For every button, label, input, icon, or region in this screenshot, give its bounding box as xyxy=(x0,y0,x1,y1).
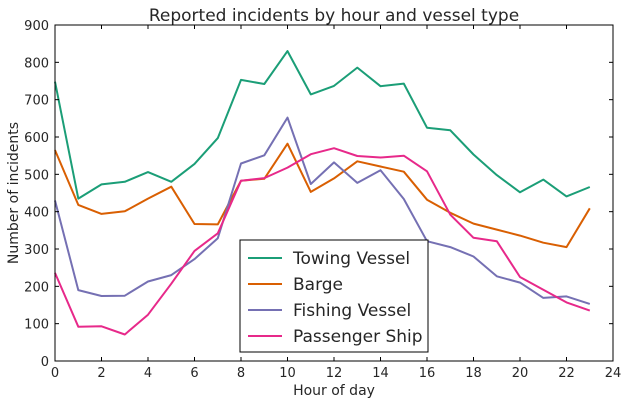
x-tick-label: 0 xyxy=(51,366,59,381)
y-tick-label: 400 xyxy=(24,206,49,221)
legend-label-3: Passenger Ship xyxy=(293,327,423,347)
x-tick-label: 20 xyxy=(512,366,529,381)
y-tick-label: 200 xyxy=(24,280,49,295)
x-axis-label: Hour of day xyxy=(293,383,375,399)
y-tick-label: 500 xyxy=(24,168,49,183)
plot-area xyxy=(54,50,591,336)
chart-title: Reported incidents by hour and vessel ty… xyxy=(149,6,519,26)
y-tick-label: 700 xyxy=(24,94,49,109)
series-line-0 xyxy=(54,50,591,200)
x-tick-label: 24 xyxy=(605,366,622,381)
series-line-3 xyxy=(54,147,591,336)
y-axis-label: Number of incidents xyxy=(6,122,22,264)
x-tick-label: 10 xyxy=(279,366,296,381)
x-tick-label: 8 xyxy=(237,366,245,381)
y-tick-label: 100 xyxy=(24,318,49,333)
x-tick-label: 12 xyxy=(326,366,343,381)
x-tick-label: 16 xyxy=(419,366,436,381)
legend-label-0: Towing Vessel xyxy=(292,249,410,269)
x-tick-label: 6 xyxy=(190,366,198,381)
x-tick-label: 18 xyxy=(465,366,482,381)
legend-label-1: Barge xyxy=(293,275,343,295)
series-line-2 xyxy=(54,116,591,305)
x-tick-label: 22 xyxy=(558,366,575,381)
x-axis: 0 2 4 6 8 10 12 14 16 18 20 22 24 xyxy=(51,25,621,381)
y-axis: 0 100 200 300 400 500 600 700 800 900 xyxy=(24,19,613,370)
y-tick-label: 600 xyxy=(24,131,49,146)
x-tick-label: 2 xyxy=(97,366,105,381)
x-tick-label: 14 xyxy=(372,366,389,381)
y-tick-label: 900 xyxy=(24,19,49,34)
legend-label-2: Fishing Vessel xyxy=(293,301,411,321)
series-line-1 xyxy=(54,142,591,249)
y-tick-label: 300 xyxy=(24,243,49,258)
y-tick-label: 800 xyxy=(24,56,49,71)
legend: Towing Vessel Barge Fishing Vessel Passenge… xyxy=(239,239,429,353)
x-tick-label: 4 xyxy=(144,366,152,381)
y-tick-label: 0 xyxy=(41,355,49,370)
